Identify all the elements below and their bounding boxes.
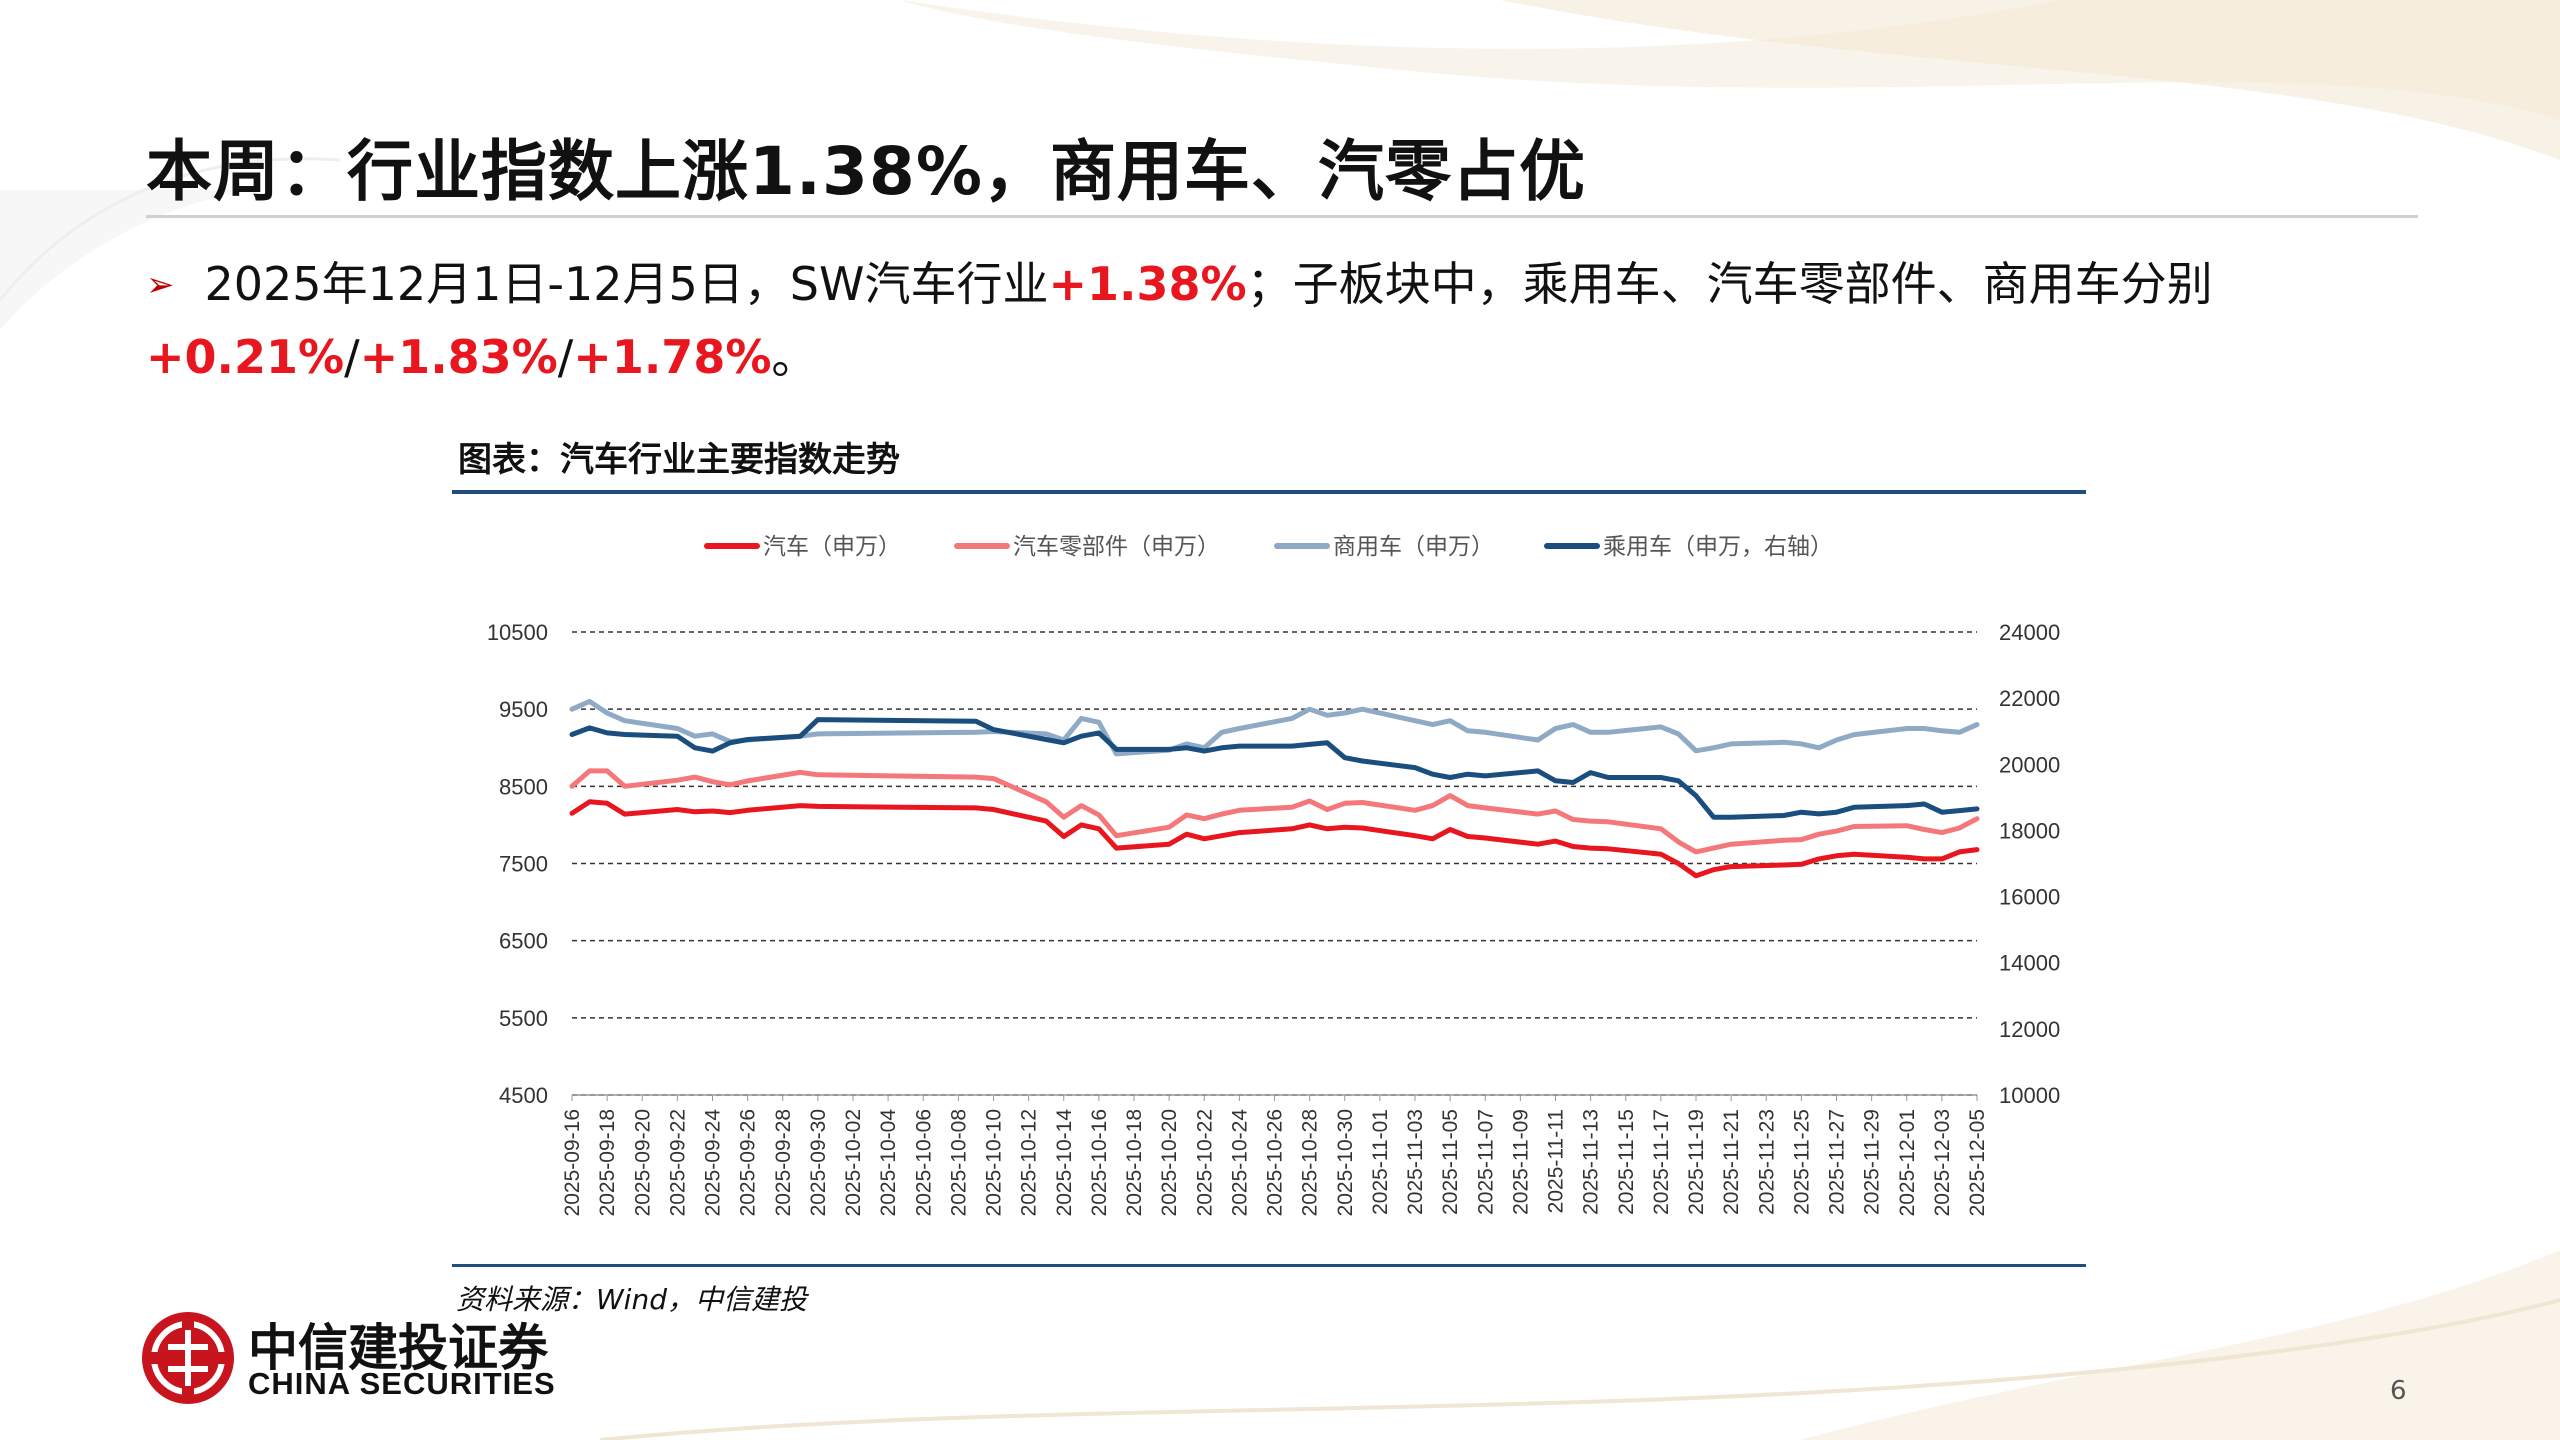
separator-2: / bbox=[557, 330, 574, 384]
y-right-tick-label: 24000 bbox=[1999, 620, 2060, 645]
y-right-tick-label: 16000 bbox=[1999, 885, 2060, 910]
parts-change: +1.83% bbox=[359, 330, 558, 384]
summary-bullet: ➢ 2025年12月1日-12月5日，SW汽车行业+1.38%；子板块中，乘用车、… bbox=[146, 250, 2426, 391]
y-right-tick-label: 20000 bbox=[1999, 752, 2060, 777]
legend-label: 汽车（申万） bbox=[763, 534, 901, 560]
bullet-end: 。 bbox=[771, 330, 818, 384]
x-tick-label: 2025-10-26 bbox=[1264, 1109, 1287, 1216]
bullet-text-1: 2025年12月1日-12月5日，SW汽车行业 bbox=[204, 257, 1049, 311]
y-left-tick-label: 6500 bbox=[499, 929, 548, 954]
y-left-tick-label: 8500 bbox=[499, 774, 548, 799]
x-tick-label: 2025-10-18 bbox=[1123, 1109, 1146, 1216]
separator-1: / bbox=[344, 330, 360, 384]
series-line bbox=[569, 799, 1980, 879]
x-tick-label: 2025-11-19 bbox=[1685, 1109, 1708, 1215]
x-tick-label: 2025-10-02 bbox=[842, 1109, 865, 1216]
x-tick-label: 2025-10-28 bbox=[1299, 1109, 1322, 1216]
citic-emblem-icon bbox=[142, 1312, 234, 1404]
commercial-change: +1.78% bbox=[573, 330, 772, 384]
x-tick-label: 2025-09-20 bbox=[631, 1109, 654, 1216]
x-tick-label: 2025-11-03 bbox=[1404, 1109, 1427, 1215]
logo-text-cn: 中信建投证券 bbox=[248, 1318, 548, 1377]
page-title: 本周：行业指数上涨1.38%，商用车、汽零占优 bbox=[146, 133, 1586, 210]
x-tick-label: 2025-11-07 bbox=[1474, 1109, 1497, 1215]
chart-caption: 图表：汽车行业主要指数走势 bbox=[458, 440, 900, 480]
legend-label: 汽车零部件（申万） bbox=[1013, 534, 1220, 560]
x-tick-label: 2025-11-25 bbox=[1790, 1109, 1813, 1215]
x-tick-label: 2025-10-08 bbox=[947, 1109, 970, 1216]
x-tick-label: 2025-11-09 bbox=[1509, 1109, 1532, 1215]
x-tick-label: 2025-11-13 bbox=[1580, 1109, 1603, 1215]
x-tick-label: 2025-11-11 bbox=[1545, 1109, 1568, 1213]
x-tick-label: 2025-10-22 bbox=[1193, 1109, 1216, 1216]
x-tick-label: 2025-10-30 bbox=[1334, 1109, 1357, 1216]
y-right-tick-label: 22000 bbox=[1999, 686, 2060, 711]
x-tick-label: 2025-11-27 bbox=[1826, 1109, 1849, 1215]
x-tick-label: 2025-11-05 bbox=[1439, 1109, 1462, 1215]
legend-label: 商用车（申万） bbox=[1333, 534, 1494, 560]
x-tick-label: 2025-09-24 bbox=[702, 1109, 725, 1217]
x-tick-label: 2025-11-29 bbox=[1861, 1109, 1884, 1215]
y-left-tick-label: 9500 bbox=[499, 697, 548, 722]
bullet-line-2: +0.21%/+1.83%/+1.78%。 bbox=[146, 323, 2426, 391]
y-left-tick-label: 5500 bbox=[499, 1006, 548, 1031]
x-tick-label: 2025-12-01 bbox=[1896, 1109, 1919, 1216]
x-tick-label: 2025-10-10 bbox=[983, 1109, 1006, 1216]
y-left-tick-label: 10500 bbox=[487, 620, 548, 645]
x-tick-label: 2025-09-30 bbox=[807, 1109, 830, 1216]
chart-top-rule bbox=[452, 490, 2086, 494]
x-tick-label: 2025-11-01 bbox=[1369, 1109, 1392, 1215]
title-divider bbox=[146, 215, 2418, 218]
x-tick-label: 2025-11-17 bbox=[1650, 1109, 1673, 1215]
chart-bottom-rule bbox=[452, 1264, 2086, 1267]
x-tick-label: 2025-10-16 bbox=[1088, 1109, 1111, 1216]
x-tick-label: 2025-10-06 bbox=[912, 1109, 935, 1216]
logo-text-en: CHINA SECURITIES bbox=[248, 1366, 556, 1401]
y-right-tick-label: 10000 bbox=[1999, 1083, 2060, 1108]
x-tick-label: 2025-09-26 bbox=[737, 1109, 760, 1216]
x-tick-label: 2025-10-14 bbox=[1053, 1109, 1076, 1217]
y-right-tick-label: 12000 bbox=[1999, 1017, 2060, 1042]
x-tick-label: 2025-09-16 bbox=[561, 1109, 584, 1216]
x-tick-label: 2025-10-04 bbox=[877, 1109, 900, 1217]
index-trend-chart: 4500 5500 6500 7500 8500 9500 10500 10000 12000 1… bbox=[487, 534, 2060, 1217]
x-tick-label: 2025-10-24 bbox=[1228, 1109, 1251, 1217]
page-number: 6 bbox=[2390, 1376, 2407, 1406]
x-tick-label: 2025-10-12 bbox=[1018, 1109, 1041, 1216]
industry-change: +1.38% bbox=[1048, 257, 1247, 311]
series-line bbox=[569, 717, 1980, 820]
y-left-tick-label: 4500 bbox=[499, 1083, 548, 1108]
x-tick-label: 2025-11-21 bbox=[1720, 1109, 1743, 1215]
company-logo: 中信建投证券 CHINA SECURITIES bbox=[138, 1304, 558, 1414]
x-tick-label: 2025-09-22 bbox=[666, 1109, 689, 1216]
source-note: 资料来源：Wind，中信建投 bbox=[456, 1283, 807, 1316]
y-right-tick-label: 14000 bbox=[1999, 951, 2060, 976]
y-left-tick-label: 7500 bbox=[499, 852, 548, 877]
x-tick-label: 2025-12-05 bbox=[1966, 1109, 1989, 1216]
y-right-tick-label: 18000 bbox=[1999, 818, 2060, 843]
x-tick-label: 2025-09-18 bbox=[596, 1109, 619, 1216]
x-tick-label: 2025-12-03 bbox=[1931, 1109, 1954, 1216]
x-tick-label: 2025-10-20 bbox=[1158, 1109, 1181, 1216]
x-tick-label: 2025-11-15 bbox=[1615, 1109, 1638, 1215]
x-tick-label: 2025-09-28 bbox=[772, 1109, 795, 1216]
bullet-text-2: ；子板块中，乘用车、汽车零部件、商用车分别 bbox=[1246, 257, 2213, 311]
legend-label: 乘用车（申万，右轴） bbox=[1603, 534, 1833, 560]
bullet-arrow-icon: ➢ bbox=[146, 265, 175, 305]
x-tick-label: 2025-11-23 bbox=[1755, 1109, 1778, 1215]
series-line bbox=[569, 768, 1980, 855]
passenger-change: +0.21% bbox=[146, 330, 345, 384]
